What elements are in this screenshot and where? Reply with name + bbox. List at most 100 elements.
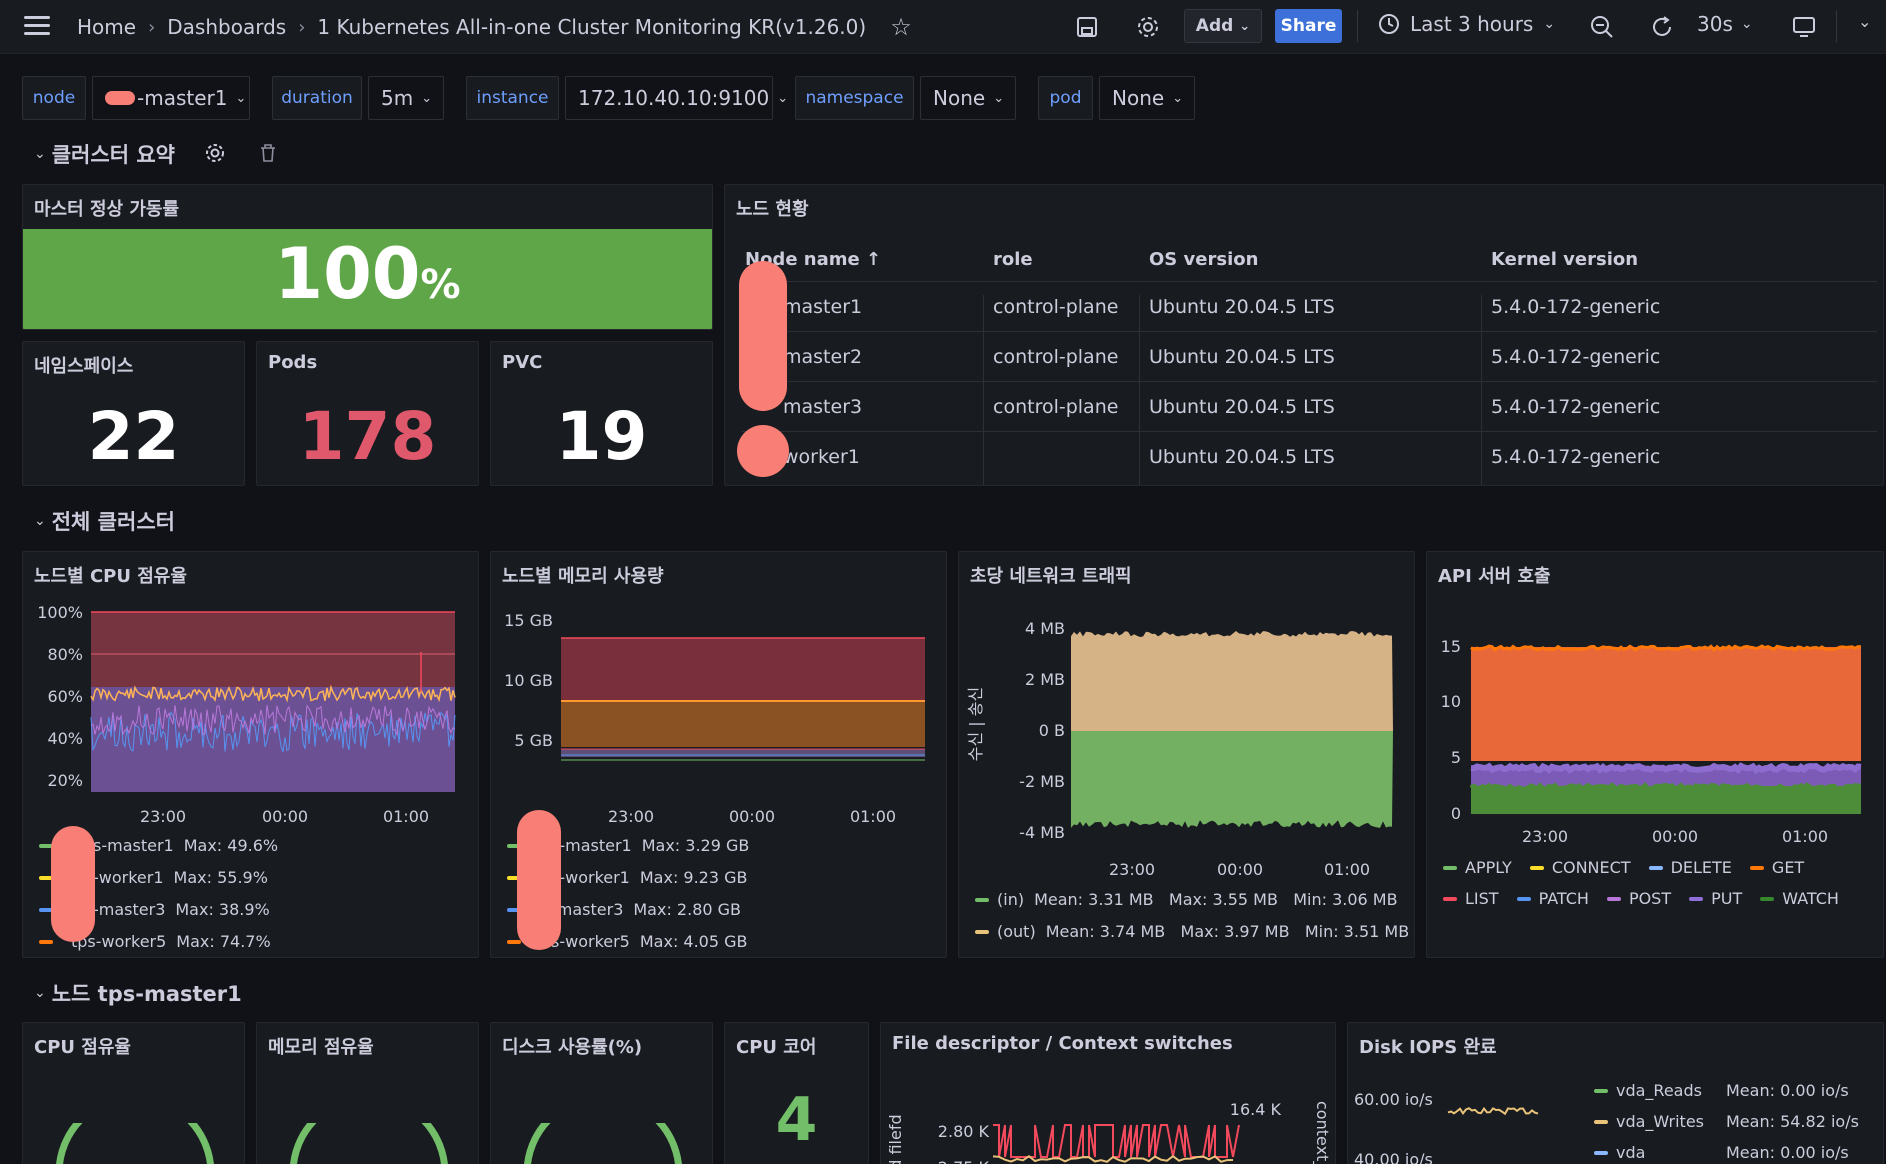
legend-item[interactable]: APPLY [1443,858,1512,877]
panel-cpu-cores: CPU 코어 4 [724,1022,869,1164]
chevron-down-icon: ⌄ [993,90,1005,106]
legend-name: POST [1628,889,1672,908]
panel-title: API 서버 호출 [1438,566,1551,587]
column-header-role[interactable]: role [993,249,1033,270]
refresh-icon[interactable] [1650,15,1674,39]
table-row[interactable]: master2 control-plane Ubuntu 20.04.5 LTS… [741,332,1877,382]
variable-instance-select[interactable]: 172.10.40.10:9100 ⌄ [565,76,788,120]
panel-cpu-by-node: 노드별 CPU 점유율 100% 80% 60% 40% 20% 23:00 0… [22,551,479,958]
panel-title: File descriptor / Context switches [892,1033,1233,1054]
chevron-down-icon: ⌄ [421,90,433,106]
y-tick-label: 15 [1441,637,1461,656]
legend-name: tps-worker5 [71,932,167,951]
series-line [90,684,456,703]
legend-item[interactable]: POST [1606,889,1672,908]
legend-name: WATCH [1782,889,1839,908]
legend-item[interactable]: PUT [1689,889,1742,908]
y-axis-label: ed filefd [886,1114,905,1164]
legend-item[interactable]: PATCH [1516,889,1589,908]
legend-item[interactable]: DELETE [1648,858,1732,877]
panel-file-descriptor: File descriptor / Context switches ed fi… [880,1022,1336,1164]
legend-item[interactable]: vda_Writes Mean: 54.82 io/s [1594,1112,1859,1131]
series-line [993,1124,1240,1158]
settings-gear-icon[interactable] [1136,15,1160,39]
table-row[interactable]: master1 control-plane Ubuntu 20.04.5 LTS… [741,282,1877,332]
legend-item[interactable]: s-master1 Max: 49.6% [39,836,278,855]
menu-icon[interactable] [24,16,50,36]
panel-disk-iops: Disk IOPS 완료 60.00 io/s 40.00 io/s vda_R… [1347,1022,1884,1164]
legend-item[interactable]: (in) Mean: 3.31 MB Max: 3.55 MB Min: 3.06… [975,890,1398,909]
legend-item[interactable]: vda_Reads Mean: 0.00 io/s [1594,1081,1849,1100]
variable-namespace-select[interactable]: None ⌄ [920,76,1016,120]
row-summary-title: 클러스터 요약 [51,143,175,167]
uptime-unit: % [420,262,461,308]
api-legend: APPLY CONNECT DELETE GET LIST PATCH POST… [1443,858,1873,908]
variable-pod-select[interactable]: None ⌄ [1099,76,1195,120]
legend-item[interactable]: s-master1 Max: 3.29 GB [507,836,749,855]
row-node-header[interactable]: ⌄ 노드 tps-master1 [34,978,242,1008]
panel-title: CPU 코어 [736,1037,817,1058]
add-button[interactable]: Add ⌄ [1184,9,1262,43]
legend-item[interactable]: LIST [1443,889,1499,908]
namespaces-value: 22 [87,398,180,475]
legend-item[interactable]: -worker1 Max: 55.9% [39,868,268,887]
y-axis-label-right: context_sw [1312,1101,1332,1164]
share-button[interactable]: Share [1275,9,1342,43]
zoom-out-icon[interactable] [1590,15,1614,39]
time-range-picker[interactable]: Last 3 hours ⌄ [1378,12,1555,36]
series-area-get [1471,647,1861,761]
row-cluster-header[interactable]: ⌄ 전체 클러스터 [34,506,175,536]
legend-item[interactable]: CONNECT [1529,858,1631,877]
uptime-number: 100 [274,233,421,315]
legend-name: s-worker1 [551,868,630,887]
panel-master-uptime: 마스터 정상 가동률 100% [22,184,713,330]
legend-swatch [39,939,53,944]
legend-item[interactable]: (out) Mean: 3.74 MB Max: 3.97 MB Min: 3.5… [975,922,1409,941]
divider [741,281,1877,282]
save-icon[interactable] [1076,16,1098,38]
legend-item[interactable]: GET [1749,858,1804,877]
disk-iops-chart: 60.00 io/s 40.00 io/s [1354,1090,1539,1164]
column-header-node-name[interactable]: Node name ↑ [745,249,882,270]
x-tick-label: 01:00 [1782,827,1828,846]
x-tick-label: 01:00 [850,807,896,826]
cell-node-name: worker1 [783,446,860,468]
table-row[interactable]: worker1 Ubuntu 20.04.5 LTS 5.4.0-172-gen… [741,432,1877,482]
table-row[interactable]: master3 control-plane Ubuntu 20.04.5 LTS… [741,382,1877,432]
breadcrumb-dashboards[interactable]: Dashboards [167,15,287,39]
legend-item[interactable]: s-worker1 Max: 9.23 GB [507,868,748,887]
breadcrumb-home[interactable]: Home [77,15,137,39]
y-tick-label: 20% [47,771,83,790]
legend-item[interactable]: -master3 Max: 38.9% [39,900,270,919]
cpu-cores-value: 4 [775,1085,818,1155]
chevron-down-icon[interactable]: ⌄ [1858,12,1872,31]
legend-item[interactable]: WATCH [1760,889,1839,908]
chevron-down-icon: ⌄ [34,985,46,1001]
tv-mode-icon[interactable] [1792,15,1816,39]
legend-item[interactable]: -master3 Max: 2.80 GB [507,900,741,919]
column-header-os-version[interactable]: OS version [1149,249,1259,270]
clock-icon [1379,14,1399,34]
column-header-kernel-version[interactable]: Kernel version [1491,249,1639,270]
legend-item[interactable]: tps-worker5 Max: 74.7% [39,932,271,951]
area-band [91,612,455,687]
legend-item[interactable]: s-worker5 Max: 4.05 GB [507,932,748,951]
legend-item[interactable]: vda Mean: 0.00 io/s [1594,1143,1849,1162]
panel-pvc: PVC 19 [490,341,713,486]
refresh-interval-picker[interactable]: 30s ⌄ [1697,12,1753,36]
row-summary-header[interactable]: ⌄ 클러스터 요약 [34,139,175,169]
chevron-down-icon: ⌄ [1543,16,1556,32]
trash-icon[interactable] [258,143,278,163]
legend-name: s-master1 [551,836,632,855]
star-icon[interactable]: ☆ [890,13,912,41]
svg-text:16.4 K: 16.4 K [1230,1100,1282,1119]
x-tick-label: 00:00 [1217,860,1264,879]
legend-swatch [1594,1150,1608,1155]
row-settings-gear-icon[interactable] [204,142,226,164]
panel-title: CPU 점유율 [34,1037,131,1058]
variable-node-select[interactable]: -master1 ⌄ [92,76,250,120]
network-chart: 수신 | 송신 4 MB 2 MB 0 B -2 MB -4 MB 23:00 [966,619,1393,862]
legend-swatch [1760,896,1775,901]
panel-title: Disk IOPS 완료 [1359,1037,1497,1058]
variable-duration-select[interactable]: 5m ⌄ [368,76,444,120]
